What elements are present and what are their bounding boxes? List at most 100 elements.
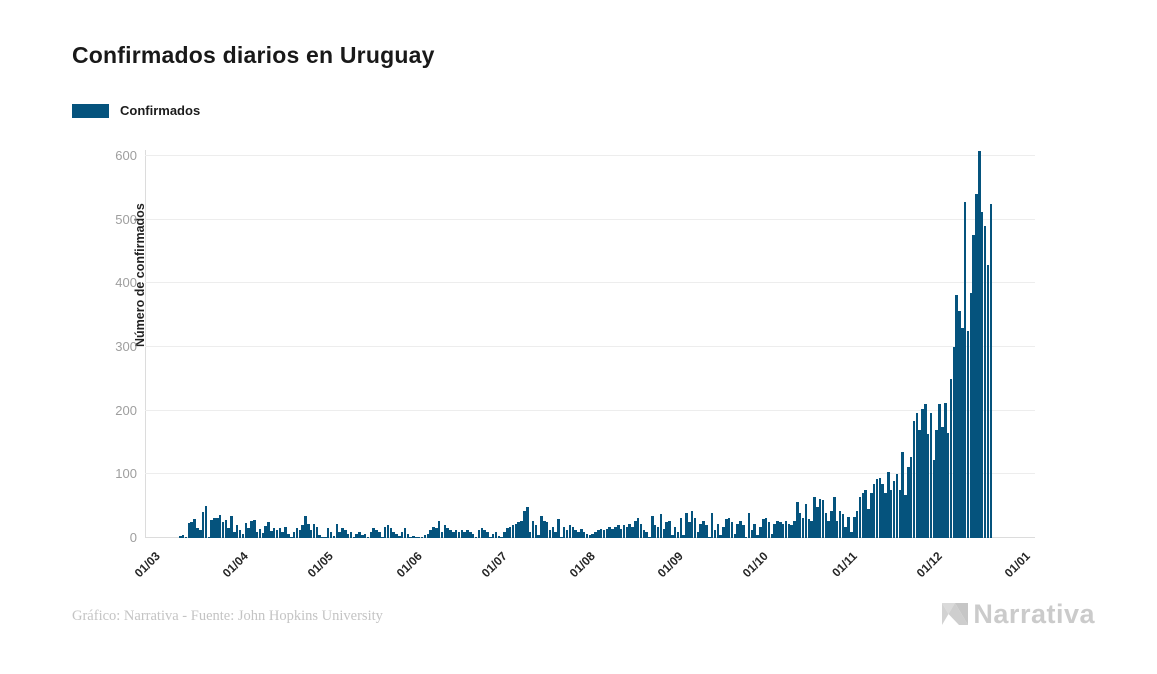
- bar-confirmados: [534, 525, 538, 538]
- bar-confirmados: [517, 522, 520, 538]
- bar-confirmados: [696, 532, 700, 538]
- bar-confirmados: [511, 525, 515, 538]
- bar-confirmados: [594, 532, 597, 538]
- bar-confirmados: [483, 530, 486, 538]
- bar-confirmados: [420, 536, 424, 538]
- bar-confirmados: [329, 532, 333, 538]
- bar-confirmados: [258, 529, 262, 538]
- bar-confirmados: [224, 519, 228, 538]
- bar-confirmados: [770, 533, 774, 538]
- bar-confirmados: [324, 536, 327, 538]
- bar-confirmados: [415, 536, 418, 538]
- bar-confirmados: [471, 533, 475, 538]
- bar-confirmados: [500, 536, 503, 538]
- bar-confirmados: [671, 534, 674, 538]
- bar-confirmados: [244, 522, 248, 538]
- bar-confirmados: [452, 532, 455, 538]
- chart-title: Confirmados diarios en Uruguay: [72, 42, 435, 68]
- bar-confirmados: [264, 525, 267, 538]
- x-tick-label-01-01: 01/01: [1001, 549, 1033, 581]
- bar-confirmados: [983, 225, 987, 538]
- bar-confirmados: [497, 536, 501, 538]
- bar-confirmados: [668, 520, 671, 538]
- bar-confirmados: [361, 534, 364, 538]
- bar-confirmados: [685, 512, 688, 538]
- legend-swatch-confirmados: [72, 103, 109, 118]
- bar-confirmados: [440, 532, 444, 538]
- bar-confirmados: [201, 511, 205, 538]
- x-tick-label-01-11: 01/11: [828, 549, 860, 580]
- bar-confirmados: [614, 527, 617, 538]
- x-tick-label-01-12: 01/12: [913, 549, 945, 581]
- bar-confirmados: [568, 525, 572, 538]
- bar-confirmados: [733, 533, 737, 538]
- bar-confirmados: [855, 510, 859, 538]
- bar-confirmados: [625, 527, 629, 538]
- bar-confirmados: [514, 524, 518, 538]
- bar-confirmados: [617, 525, 620, 538]
- bar-confirmados: [412, 536, 415, 538]
- gridline-y-600: [145, 154, 1035, 156]
- bar-confirmados: [545, 522, 549, 538]
- bar-confirmados: [963, 202, 967, 538]
- bar-confirmados: [659, 513, 663, 538]
- bar-confirmados: [301, 525, 304, 538]
- bar-confirmados: [722, 527, 725, 538]
- bar-confirmados: [571, 527, 575, 538]
- bar-confirmados: [446, 528, 449, 538]
- bar-confirmados: [278, 528, 282, 538]
- bar-confirmados: [955, 295, 958, 538]
- bar-confirmados: [366, 537, 370, 538]
- bar-confirmados: [631, 527, 634, 538]
- bar-confirmados: [378, 532, 381, 538]
- bar-confirmados: [935, 430, 938, 538]
- bar-confirmados: [531, 520, 535, 538]
- bar-confirmados: [710, 512, 714, 538]
- bar-confirmados: [878, 477, 882, 538]
- bar-confirmados: [767, 522, 771, 538]
- bar-confirmados: [673, 527, 677, 538]
- bar-confirmados: [759, 527, 762, 538]
- bar-confirmados: [548, 530, 552, 538]
- bar-confirmados: [551, 527, 555, 538]
- bar-confirmados: [648, 536, 651, 538]
- bar-confirmados: [543, 520, 546, 538]
- bar-confirmados: [241, 534, 245, 538]
- bar-confirmados: [417, 537, 421, 538]
- bar-confirmados: [557, 518, 560, 538]
- bar-confirmados: [693, 517, 697, 538]
- bar-confirmados: [932, 460, 936, 538]
- bar-confirmados: [810, 520, 813, 538]
- bar-confirmados: [560, 536, 563, 538]
- bar-confirmados: [275, 529, 279, 538]
- bar-confirmados: [227, 527, 230, 538]
- bar-confirmados: [679, 517, 683, 538]
- bar-confirmados: [321, 537, 324, 538]
- bar-confirmados: [702, 520, 705, 538]
- bar-confirmados: [736, 524, 739, 538]
- bar-confirmados: [796, 502, 799, 538]
- bar-confirmados: [344, 530, 347, 538]
- bar-confirmados: [838, 510, 842, 538]
- gridline-y-500: [145, 218, 1035, 220]
- bar-confirmados: [861, 493, 865, 538]
- bar-confirmados: [221, 522, 225, 538]
- bar-confirmados: [338, 532, 341, 538]
- bar-confirmados: [961, 327, 964, 538]
- bar-confirmados: [762, 518, 765, 538]
- bar-confirmados: [827, 520, 830, 538]
- bar-confirmados: [398, 536, 401, 538]
- bar-confirmados: [719, 535, 722, 538]
- bar-confirmados: [332, 536, 336, 538]
- bar-confirmados: [739, 520, 742, 538]
- bar-confirmados: [776, 520, 779, 538]
- bar-confirmados: [474, 536, 478, 538]
- bar-confirmados: [580, 529, 583, 538]
- bar-confirmados: [909, 457, 913, 538]
- bar-confirmados: [591, 533, 594, 538]
- bar-confirmados: [790, 525, 793, 538]
- bar-confirmados: [872, 483, 876, 538]
- bar-confirmados: [907, 467, 910, 538]
- bar-confirmados: [756, 535, 759, 538]
